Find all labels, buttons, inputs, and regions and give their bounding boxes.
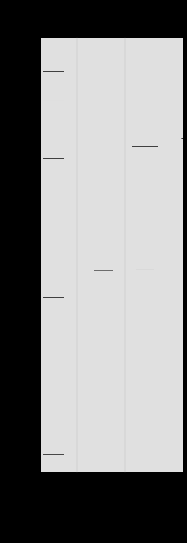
Text: 12-: 12- [23, 444, 36, 453]
Text: 230-: 230- [18, 59, 36, 68]
Text: 180-: 180- [18, 91, 36, 100]
Text: 40-: 40- [23, 287, 36, 296]
FancyBboxPatch shape [41, 38, 183, 472]
Text: 66-: 66- [23, 222, 36, 231]
Text: - ROR2: - ROR2 [181, 134, 187, 142]
Text: 116-: 116- [18, 148, 36, 157]
